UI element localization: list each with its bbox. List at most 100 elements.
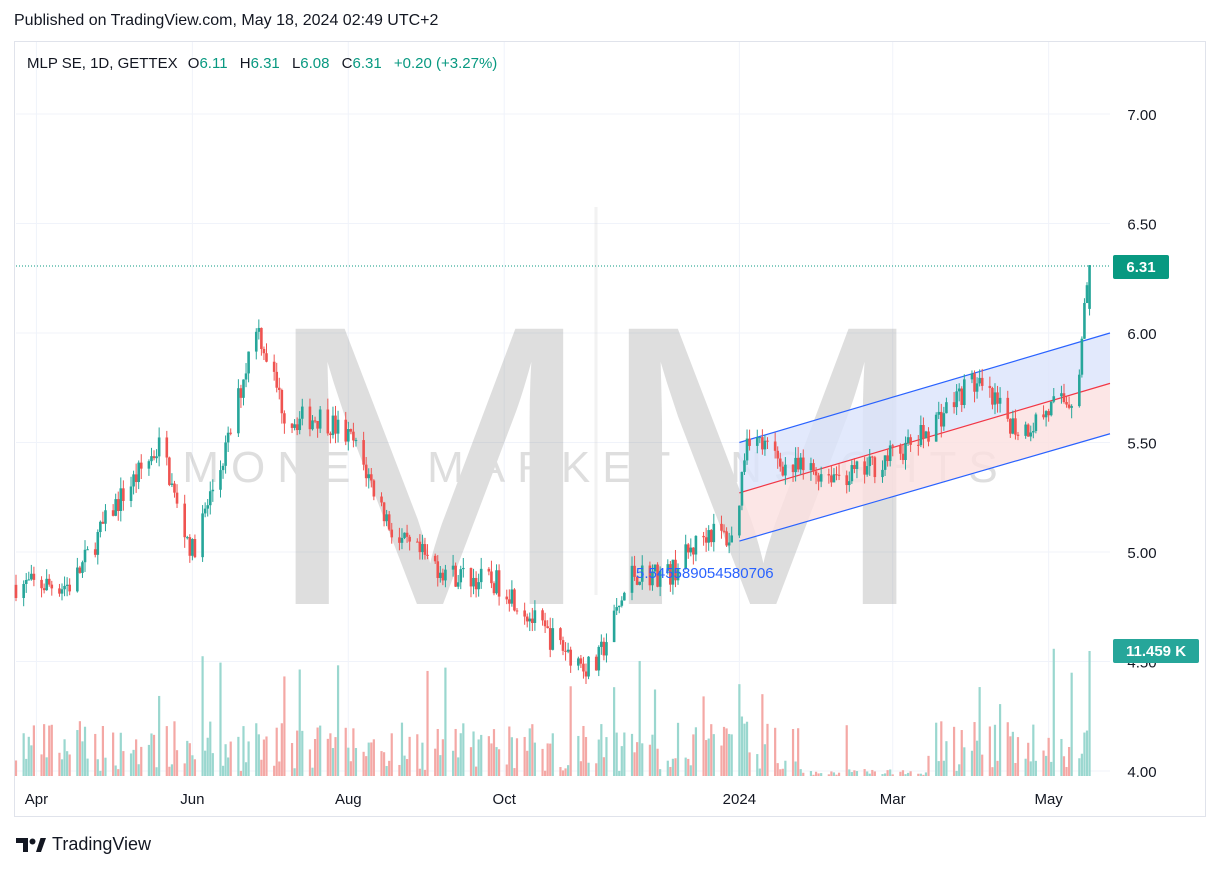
volume-bar xyxy=(224,744,227,776)
candle-body xyxy=(385,514,388,522)
candle-body xyxy=(835,474,838,476)
volume-bar xyxy=(400,722,404,776)
candle-body xyxy=(924,431,928,439)
volume-bar xyxy=(68,754,71,776)
candle-body xyxy=(704,537,708,543)
candle-body xyxy=(525,616,529,622)
candle-body xyxy=(1042,414,1045,418)
volume-bar xyxy=(290,743,294,776)
candle-body xyxy=(206,505,210,509)
volume-bar xyxy=(615,732,618,776)
volume-bar xyxy=(791,729,795,776)
volume-bar xyxy=(347,747,350,776)
volume-bar xyxy=(434,748,437,776)
candle-body xyxy=(1078,374,1081,407)
volume-bar xyxy=(101,725,105,776)
volume-bar xyxy=(60,759,64,776)
candle-body xyxy=(150,456,153,462)
candle-body xyxy=(405,532,409,537)
candle-body xyxy=(42,588,46,591)
candle-body xyxy=(1062,393,1066,402)
candle-body xyxy=(868,456,872,467)
candle-body xyxy=(523,610,526,617)
volume-bar xyxy=(940,721,943,776)
volume-bar xyxy=(319,725,322,776)
volume-bar xyxy=(712,734,715,776)
volume-bar xyxy=(605,737,608,776)
candle-body xyxy=(784,464,787,476)
volume-bar xyxy=(457,757,460,776)
volume-bar xyxy=(684,757,687,776)
volume-bar xyxy=(702,696,705,776)
tradingview-footer[interactable]: TradingView xyxy=(16,834,151,855)
volume-bar xyxy=(27,736,30,776)
volume-bar xyxy=(168,766,171,776)
candle-body xyxy=(906,437,910,443)
candle-body xyxy=(119,488,123,511)
candle-body xyxy=(817,475,820,482)
candle-body xyxy=(244,373,248,380)
volume-bar xyxy=(648,744,652,776)
volume-bar xyxy=(889,769,892,776)
candle-body xyxy=(260,327,263,349)
volume-bar xyxy=(814,771,818,776)
candle-body xyxy=(229,432,233,434)
candle-body xyxy=(298,418,302,431)
volume-bar xyxy=(748,752,751,776)
candle-body xyxy=(239,388,243,398)
candle-body xyxy=(344,419,348,442)
candle-body xyxy=(855,461,859,469)
candle-body xyxy=(970,373,974,380)
candle-body xyxy=(505,596,509,600)
candle-body xyxy=(819,474,823,482)
volume-bar xyxy=(135,739,138,776)
candle-body xyxy=(380,496,383,503)
candle-body xyxy=(211,489,215,492)
candle-body xyxy=(638,581,641,585)
volume-bar xyxy=(170,764,174,776)
candle-body xyxy=(528,618,532,622)
volume-bar xyxy=(32,725,35,776)
volume-bar xyxy=(531,724,534,776)
candle-body xyxy=(922,425,925,439)
volume-bar xyxy=(526,750,529,776)
volume-bar xyxy=(812,774,815,776)
volume-bar xyxy=(1029,761,1032,776)
volume-bar xyxy=(186,740,189,776)
volume-bar xyxy=(756,754,759,776)
volume-bar xyxy=(459,733,462,776)
candle-body xyxy=(1024,424,1027,436)
volume-bar xyxy=(641,743,644,776)
volume-bar xyxy=(112,732,115,776)
candle-body xyxy=(1011,418,1015,434)
candle-body xyxy=(633,565,636,577)
volume-bar xyxy=(99,770,102,776)
candle-body xyxy=(83,549,87,563)
channel-value-label: 5.545589054580706 xyxy=(636,565,774,582)
candle-body xyxy=(676,569,680,581)
volume-tag-text: 11.459 K xyxy=(1126,643,1186,660)
candle-body xyxy=(441,572,445,581)
candle-body xyxy=(561,640,565,651)
volume-bar xyxy=(873,771,876,776)
volume-bar xyxy=(416,734,419,776)
volume-bar xyxy=(237,736,240,776)
candle-body xyxy=(188,537,192,556)
candle-body xyxy=(293,424,296,428)
candle-body xyxy=(242,379,245,398)
time-tick-label: Oct xyxy=(493,791,517,808)
volume-bar xyxy=(334,737,337,776)
volume-bar xyxy=(1060,738,1063,776)
volume-bar xyxy=(301,730,304,776)
candle-body xyxy=(546,626,549,629)
volume-bar xyxy=(1070,672,1073,776)
volume-bar xyxy=(584,737,588,776)
volume-bar xyxy=(273,765,276,776)
volume-bar xyxy=(221,765,225,776)
volume-bar xyxy=(669,766,672,776)
candle-body xyxy=(147,461,151,469)
volume-bar xyxy=(119,732,122,776)
candle-body xyxy=(666,564,670,571)
time-tick-label: 2024 xyxy=(723,791,756,808)
